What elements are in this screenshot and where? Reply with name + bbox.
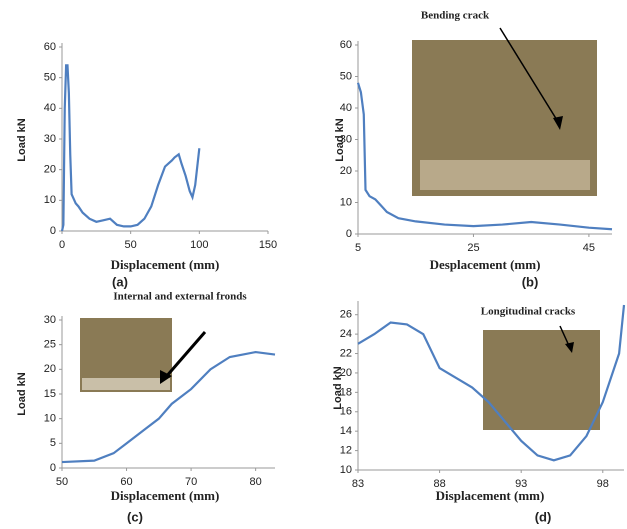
x-tick-label: 5 — [355, 242, 361, 254]
y-tick-label: 22 — [340, 347, 352, 359]
x-axis-label: Displacement (mm) — [111, 257, 220, 272]
y-tick-label: 20 — [340, 165, 352, 177]
annotation: Internal and external fronds — [113, 291, 247, 303]
data-line — [61, 350, 276, 464]
annotation: Bending crack — [421, 10, 490, 22]
y-tick-label: 50 — [44, 72, 56, 84]
photo-base — [82, 378, 170, 390]
y-tick-label: 5 — [50, 437, 56, 449]
x-tick-label: 70 — [185, 476, 197, 488]
y-axis-label: Load kN — [16, 118, 28, 161]
y-tick-label: 60 — [340, 39, 352, 51]
x-tick-label: 45 — [583, 242, 595, 254]
y-tick-label: 60 — [44, 41, 56, 53]
y-tick-label: 10 — [340, 464, 352, 476]
panel-label: (b) — [522, 274, 539, 289]
data-line — [356, 82, 613, 231]
x-tick-label: 100 — [190, 239, 208, 251]
y-tick-label: 10 — [340, 196, 352, 208]
panel-label: (d) — [535, 509, 552, 524]
y-tick-label: 30 — [340, 133, 352, 145]
arrow — [163, 331, 207, 379]
y-tick-label: 16 — [340, 406, 352, 418]
y-axis-label: Load kN — [332, 366, 344, 409]
y-tick-label: 25 — [44, 339, 56, 351]
y-tick-label: 30 — [44, 314, 56, 326]
x-tick-label: 50 — [125, 239, 137, 251]
y-axis-label: Load kN — [16, 372, 28, 415]
x-tick-label: 150 — [259, 239, 277, 251]
x-axis-label: Desplacement (mm) — [430, 257, 541, 272]
y-tick-label: 18 — [340, 386, 352, 398]
panel-label: (c) — [127, 509, 143, 524]
photo — [483, 330, 600, 430]
x-axis-label: Displacement (mm) — [111, 488, 220, 503]
y-tick-label: 14 — [340, 425, 352, 437]
x-tick-label: 60 — [120, 476, 132, 488]
arrow — [499, 27, 561, 126]
x-axis-label: Displacement (mm) — [436, 488, 545, 503]
y-tick-label: 12 — [340, 444, 352, 456]
x-tick-label: 0 — [59, 239, 65, 251]
data-line — [60, 64, 201, 232]
y-tick-label: 15 — [44, 388, 56, 400]
x-tick-label: 80 — [250, 476, 262, 488]
y-tick-label: 50 — [340, 70, 352, 82]
photo-base — [420, 160, 590, 190]
y-tick-label: 0 — [50, 462, 56, 474]
y-tick-label: 0 — [346, 228, 352, 240]
arrow-head — [565, 342, 574, 353]
y-axis-label: Load kN — [334, 118, 346, 161]
y-tick-label: 26 — [340, 309, 352, 321]
x-tick-label: 98 — [597, 478, 609, 490]
y-tick-label: 20 — [44, 363, 56, 375]
x-tick-label: 25 — [467, 242, 479, 254]
y-tick-label: 40 — [44, 102, 56, 114]
photos — [80, 27, 600, 430]
arrow-head — [160, 370, 172, 384]
x-tick-label: 93 — [515, 478, 527, 490]
y-tick-label: 0 — [50, 225, 56, 237]
y-tick-label: 30 — [44, 133, 56, 145]
y-tick-label: 20 — [340, 367, 352, 379]
y-tick-label: 10 — [44, 413, 56, 425]
x-tick-label: 50 — [56, 476, 68, 488]
x-tick-label: 88 — [433, 478, 445, 490]
y-tick-label: 40 — [340, 102, 352, 114]
y-tick-label: 20 — [44, 164, 56, 176]
data-line — [357, 304, 626, 462]
y-tick-label: 10 — [44, 194, 56, 206]
x-tick-label: 83 — [352, 478, 364, 490]
y-tick-label: 24 — [340, 328, 352, 340]
panel-label: (a) — [112, 274, 128, 289]
annotation: Longitudinal cracks — [481, 306, 576, 318]
arrow-head — [553, 116, 563, 130]
